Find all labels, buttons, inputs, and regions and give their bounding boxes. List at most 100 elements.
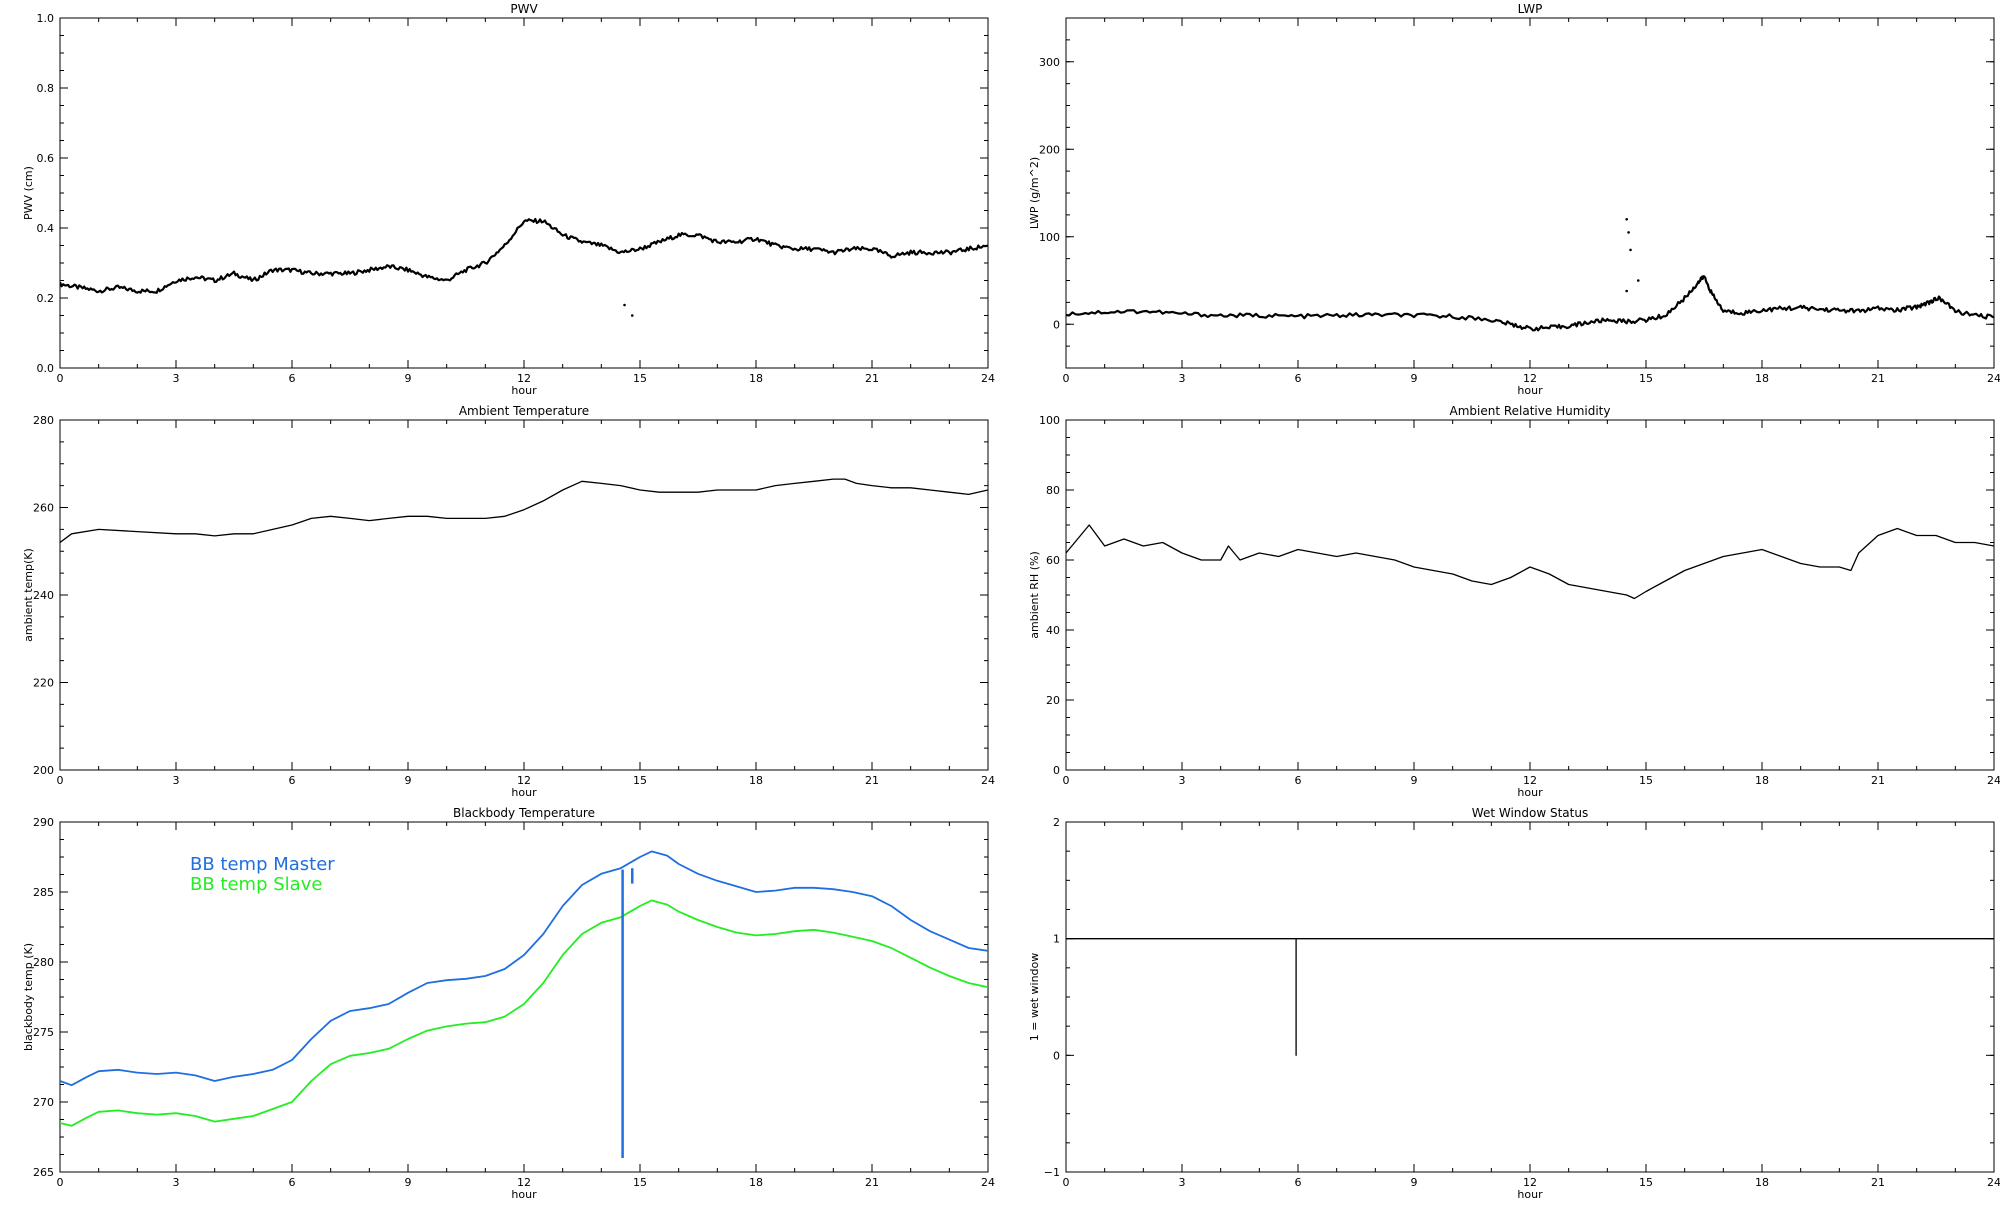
series-group (1066, 938, 1994, 1056)
x-tick-label: 21 (865, 1176, 879, 1189)
y-tick-label: 200 (33, 764, 54, 777)
chart-title: LWP (1518, 2, 1543, 16)
y-axis-label: PWV (cm) (22, 166, 35, 220)
x-axis-label: hour (511, 786, 537, 799)
x-tick-label: 18 (749, 1176, 763, 1189)
x-tick-label: 15 (1639, 372, 1653, 385)
y-tick-label: 220 (33, 677, 54, 690)
chart-title: PWV (510, 2, 538, 16)
y-tick-label: 275 (33, 1026, 54, 1039)
x-tick-label: 12 (1523, 1176, 1537, 1189)
x-tick-label: 3 (1179, 372, 1186, 385)
plot-frame (59, 419, 989, 771)
y-tick-label: 0 (1053, 1049, 1060, 1062)
x-tick-label: 9 (1411, 774, 1418, 787)
x-tick-label: 3 (173, 372, 180, 385)
y-tick-label: 100 (1039, 414, 1060, 427)
plot-frame (59, 17, 989, 369)
y-tick-label: 290 (33, 816, 54, 829)
chart-title: Ambient Temperature (459, 404, 589, 418)
x-tick-label: 24 (1987, 372, 2000, 385)
x-tick-label: 3 (173, 1176, 180, 1189)
series-line-1 (1066, 275, 1994, 332)
chart-panel-4: Ambient Relative Humidity 0 3 6 9 12 15 18 21 24 h… (1028, 404, 2000, 799)
x-tick-label: 0 (57, 1176, 64, 1189)
y-tick-label: 80 (1046, 484, 1060, 497)
outlier-point (1625, 217, 1628, 221)
x-tick-label: 12 (1523, 372, 1537, 385)
y-tick-label: 200 (1039, 143, 1060, 156)
x-tick-label: 9 (405, 1176, 412, 1189)
x-tick-label: 12 (517, 372, 531, 385)
y-tick-label: 0.6 (37, 152, 55, 165)
series-group (1066, 524, 1994, 600)
y-tick-label: 0.4 (37, 222, 55, 235)
x-tick-label: 3 (173, 774, 180, 787)
outlier-point (1625, 289, 1628, 293)
plot-frame (1065, 821, 1995, 1173)
y-tick-label: 1.0 (37, 12, 55, 25)
x-tick-label: 21 (1871, 372, 1885, 385)
x-tick-label: 0 (57, 372, 64, 385)
chart-title: Blackbody Temperature (453, 806, 595, 820)
series-group (1066, 217, 1994, 332)
y-tick-label: 0.8 (37, 82, 55, 95)
x-tick-label: 6 (289, 1176, 296, 1189)
x-tick-label: 24 (981, 372, 995, 385)
y-tick-label: 0 (1053, 318, 1060, 331)
x-tick-label: 0 (1063, 774, 1070, 787)
y-tick-label: 265 (33, 1166, 54, 1179)
x-axis-label: hour (1517, 786, 1543, 799)
plot-frame (1065, 419, 1995, 771)
outlier-point (630, 314, 634, 317)
x-tick-label: 21 (865, 372, 879, 385)
x-axis-label: hour (511, 1188, 537, 1200)
x-tick-label: 6 (289, 774, 296, 787)
chart-title: Wet Window Status (1472, 806, 1588, 820)
chart-title: Ambient Relative Humidity (1450, 404, 1611, 418)
y-axis-label: blackbody temp (K) (22, 943, 35, 1051)
series-group (60, 217, 988, 317)
x-tick-label: 9 (405, 774, 412, 787)
legend-entry-2: BB temp Slave (190, 874, 322, 895)
y-tick-label: 60 (1046, 554, 1060, 567)
y-tick-label: 280 (33, 956, 54, 969)
x-tick-label: 9 (1411, 372, 1418, 385)
y-tick-label: 260 (33, 502, 54, 515)
x-tick-label: 6 (1295, 1176, 1302, 1189)
outlier-point (1636, 279, 1640, 282)
y-axis-label: LWP (g/m^2) (1028, 157, 1041, 229)
series-line-1 (60, 478, 988, 544)
y-tick-label: 0 (1053, 764, 1060, 777)
x-tick-label: 6 (1295, 372, 1302, 385)
x-tick-label: 24 (1987, 1176, 2000, 1189)
series-line-1 (60, 217, 988, 294)
x-tick-label: 3 (1179, 1176, 1186, 1189)
x-tick-label: 12 (1523, 774, 1537, 787)
y-tick-label: −1 (1044, 1166, 1060, 1179)
outlier-point (1627, 231, 1630, 234)
x-tick-label: 24 (981, 1176, 995, 1189)
y-axis-label: 1 = wet window (1028, 953, 1041, 1042)
x-axis-label: hour (1517, 384, 1543, 397)
y-tick-label: 240 (33, 589, 54, 602)
x-tick-label: 6 (289, 372, 296, 385)
y-tick-label: 285 (33, 886, 54, 899)
series-line-1 (1066, 938, 1994, 1056)
x-tick-label: 0 (1063, 372, 1070, 385)
y-tick-label: 0.2 (37, 292, 55, 305)
y-axis-label: ambient RH (%) (1028, 551, 1041, 639)
y-tick-label: 100 (1039, 231, 1060, 244)
x-tick-label: 21 (1871, 774, 1885, 787)
x-tick-label: 15 (633, 774, 647, 787)
x-tick-label: 18 (749, 774, 763, 787)
outlier-point (623, 303, 626, 307)
y-tick-label: 270 (33, 1096, 54, 1109)
x-axis-label: hour (511, 384, 537, 397)
chart-panel-1: PWV 0 3 6 9 12 15 18 21 24 hour 0.0 0.2 0.4 0.6 0.8 1.0 P… (22, 2, 995, 397)
chart-panel-3: Ambient Temperature 0 3 6 9 12 15 18 21 24 hour 200… (22, 404, 995, 799)
y-tick-label: 280 (33, 414, 54, 427)
series-line-1 (1066, 524, 1994, 600)
